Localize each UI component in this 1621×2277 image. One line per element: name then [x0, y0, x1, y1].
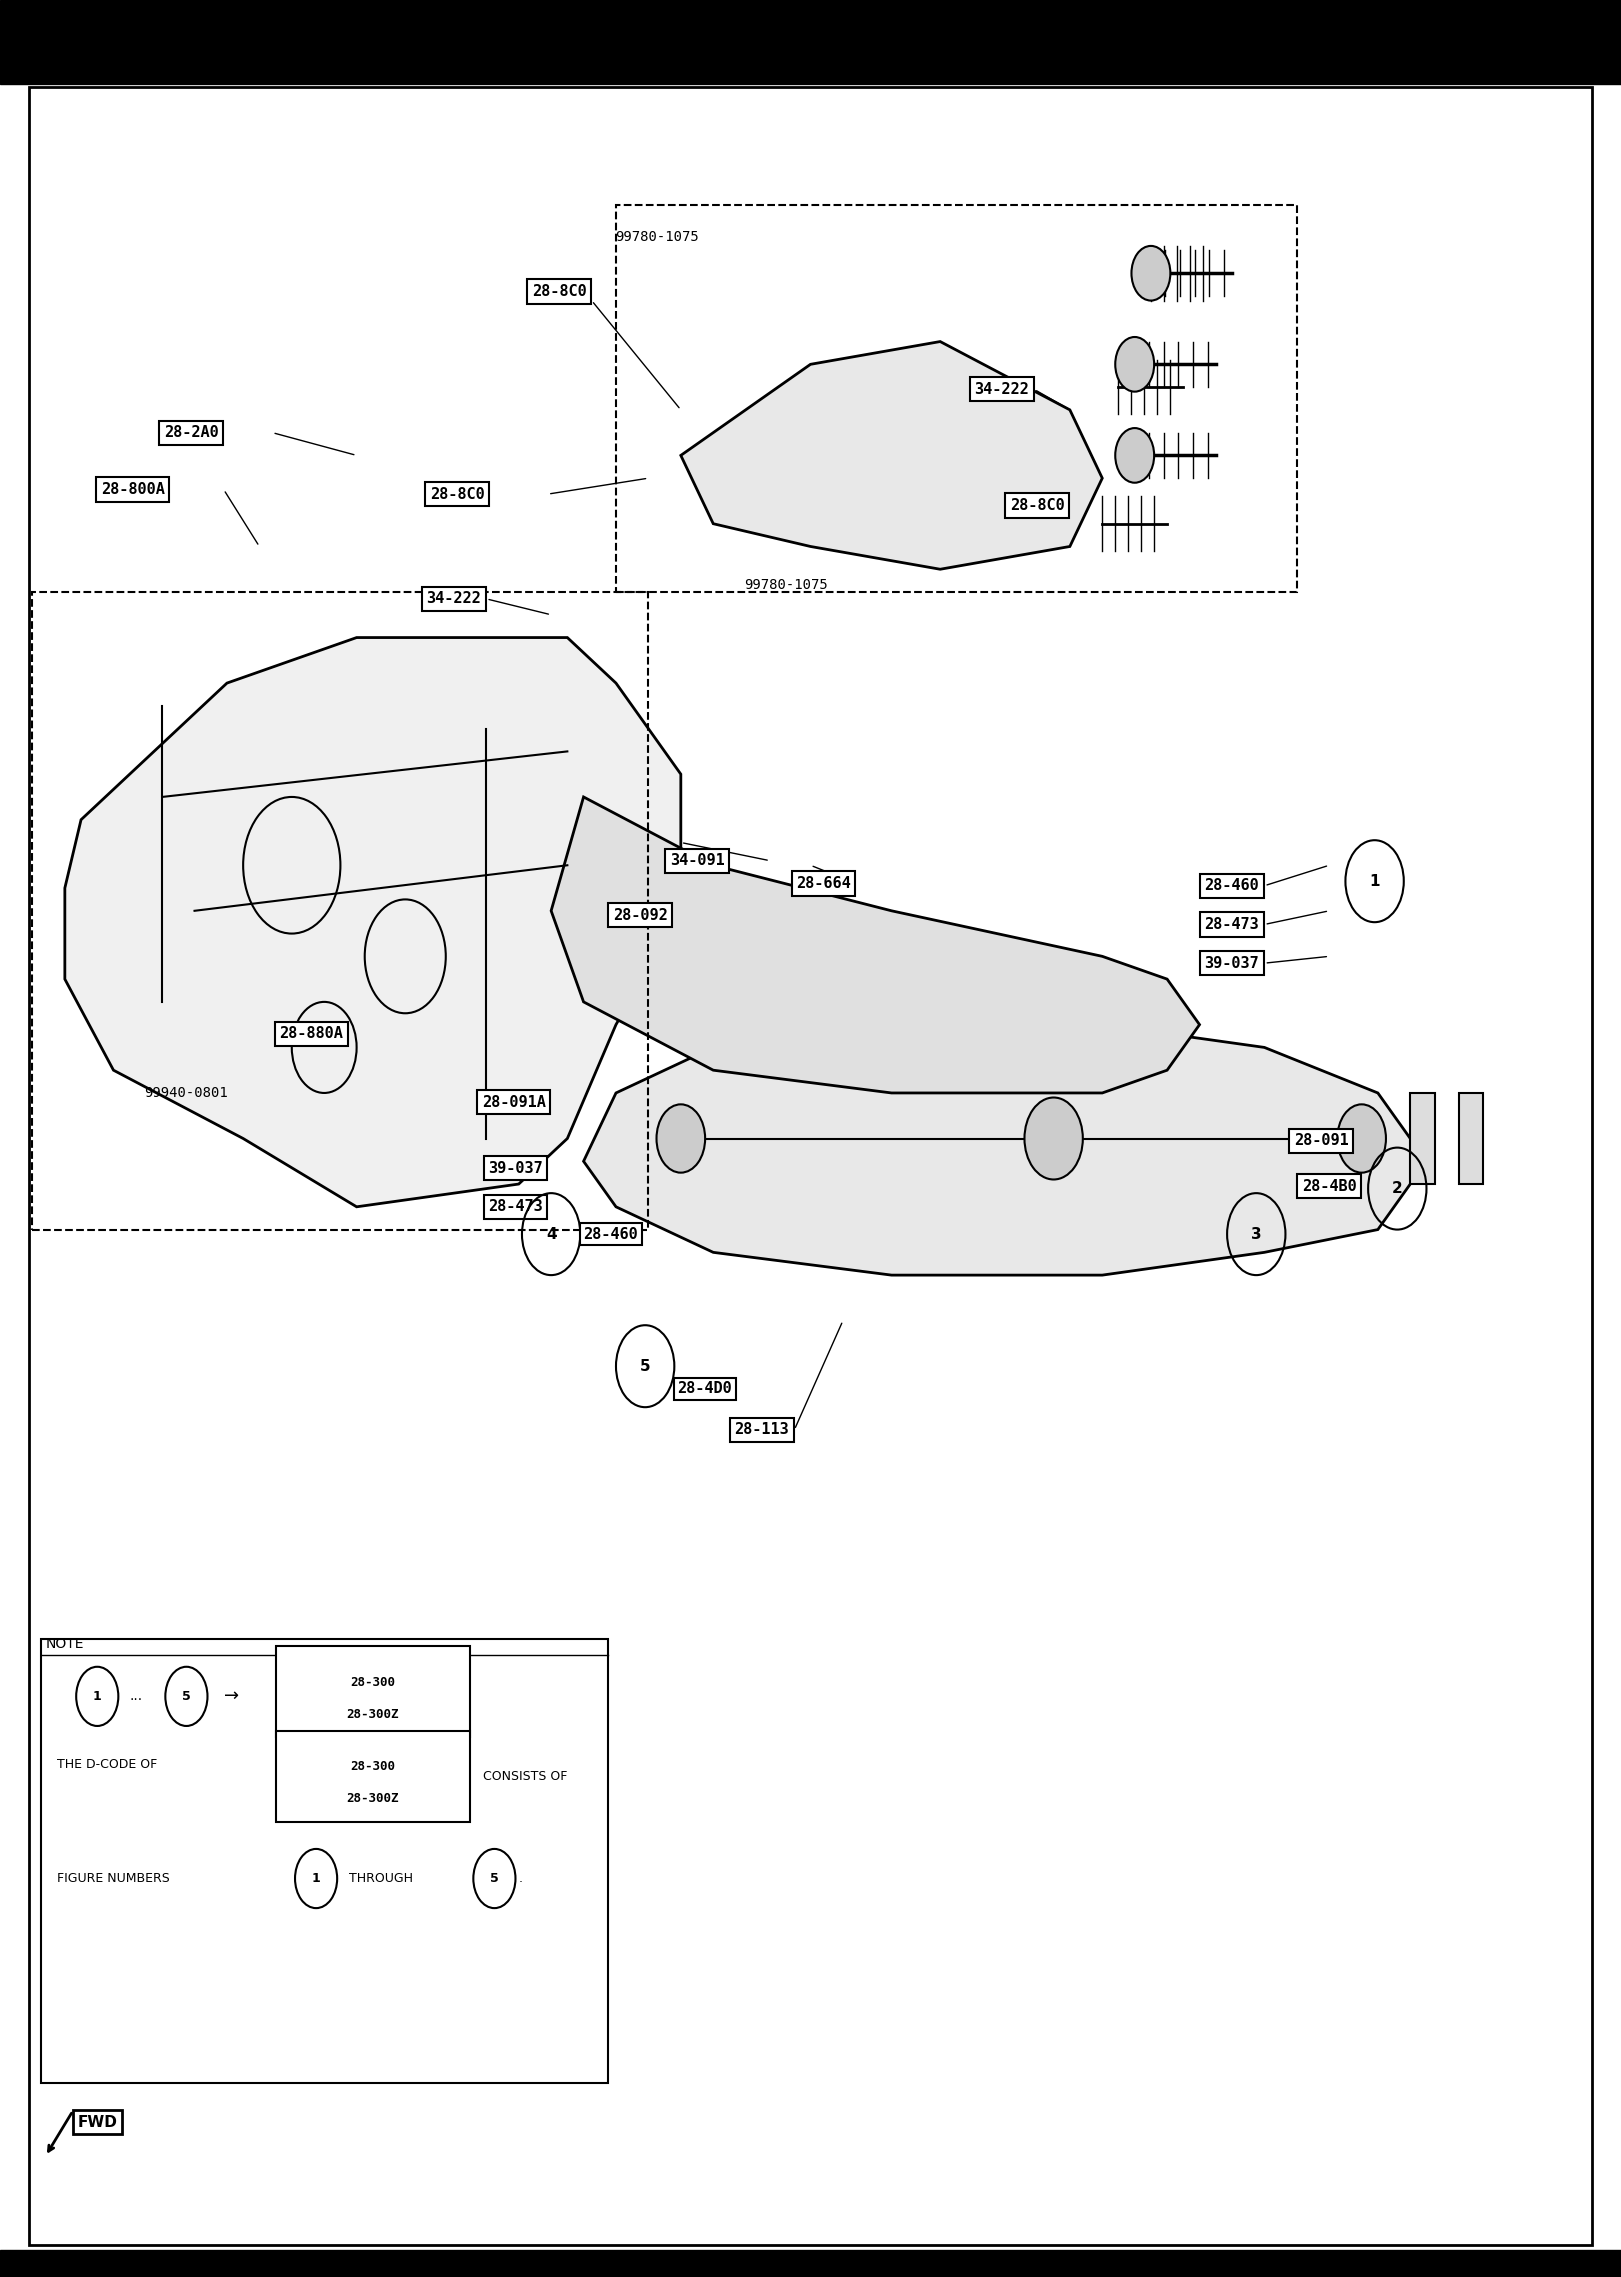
Text: 4: 4: [546, 1227, 556, 1241]
Text: 1: 1: [92, 1690, 102, 1703]
Circle shape: [1337, 1104, 1386, 1173]
Circle shape: [1115, 428, 1154, 483]
Text: 28-460: 28-460: [1204, 879, 1260, 893]
Text: 1: 1: [1370, 874, 1379, 888]
Circle shape: [1115, 337, 1154, 392]
Text: 28-113: 28-113: [734, 1423, 789, 1437]
Text: 39-037: 39-037: [488, 1161, 543, 1175]
Circle shape: [657, 1104, 705, 1173]
Bar: [0, 0, 1621, 84]
Text: 28-8C0: 28-8C0: [1010, 499, 1065, 512]
Text: 34-222: 34-222: [974, 383, 1029, 396]
Text: 28-800A: 28-800A: [101, 483, 165, 496]
FancyBboxPatch shape: [41, 1639, 608, 2083]
Bar: [32, 592, 648, 1230]
Polygon shape: [65, 638, 681, 1207]
Circle shape: [1131, 246, 1170, 301]
Polygon shape: [681, 342, 1102, 569]
Text: 28-880A: 28-880A: [279, 1027, 344, 1041]
Text: THROUGH: THROUGH: [345, 1872, 413, 1885]
Text: 28-2A0: 28-2A0: [164, 426, 219, 439]
Bar: [1410, 1093, 1435, 1184]
Text: 3: 3: [1251, 1227, 1261, 1241]
Text: 28-8C0: 28-8C0: [430, 487, 485, 501]
Text: 28-300: 28-300: [350, 1676, 396, 1690]
Text: 28-460: 28-460: [584, 1227, 639, 1241]
Text: .: .: [519, 1872, 522, 1885]
Text: 39-037: 39-037: [1204, 956, 1260, 970]
Text: 1: 1: [311, 1872, 321, 1885]
Text: CONSISTS OF: CONSISTS OF: [483, 1769, 567, 1783]
Text: 99780-1075: 99780-1075: [614, 230, 699, 244]
Text: 99780-1075: 99780-1075: [744, 578, 828, 592]
Text: 5: 5: [490, 1872, 499, 1885]
Text: 28-300: 28-300: [350, 1760, 396, 1774]
Text: NOTE: NOTE: [45, 1637, 84, 1651]
Text: ...: ...: [130, 1690, 143, 1703]
FancyBboxPatch shape: [276, 1646, 470, 1737]
Text: 34-091: 34-091: [669, 854, 725, 868]
Bar: [0, 2250, 1621, 2277]
Text: 28-473: 28-473: [1204, 918, 1260, 931]
Text: 28-664: 28-664: [796, 877, 851, 890]
Text: 34-222: 34-222: [426, 592, 481, 606]
Text: 28-300Z: 28-300Z: [347, 1708, 399, 1721]
FancyBboxPatch shape: [276, 1731, 470, 1822]
Text: 28-092: 28-092: [613, 909, 668, 922]
Circle shape: [1024, 1098, 1083, 1179]
Text: →: →: [224, 1687, 238, 1705]
Text: 28-4D0: 28-4D0: [678, 1382, 733, 1396]
Text: THE D-CODE OF: THE D-CODE OF: [57, 1758, 157, 1772]
Text: 2: 2: [1392, 1182, 1402, 1195]
Text: FWD: FWD: [78, 2115, 117, 2129]
Text: 5: 5: [640, 1359, 650, 1373]
Text: 99940-0801: 99940-0801: [144, 1086, 229, 1100]
Bar: [616, 205, 1297, 592]
Polygon shape: [584, 1002, 1426, 1275]
Polygon shape: [551, 797, 1200, 1093]
Text: 28-8C0: 28-8C0: [532, 285, 587, 298]
Bar: [1459, 1093, 1483, 1184]
Text: 28-091A: 28-091A: [481, 1095, 546, 1109]
Text: 5: 5: [182, 1690, 191, 1703]
Text: 28-4B0: 28-4B0: [1302, 1179, 1357, 1193]
Text: 28-473: 28-473: [488, 1200, 543, 1214]
Text: 28-300Z: 28-300Z: [347, 1792, 399, 1806]
Text: FIGURE NUMBERS: FIGURE NUMBERS: [57, 1872, 170, 1885]
Text: 28-091: 28-091: [1294, 1134, 1349, 1148]
